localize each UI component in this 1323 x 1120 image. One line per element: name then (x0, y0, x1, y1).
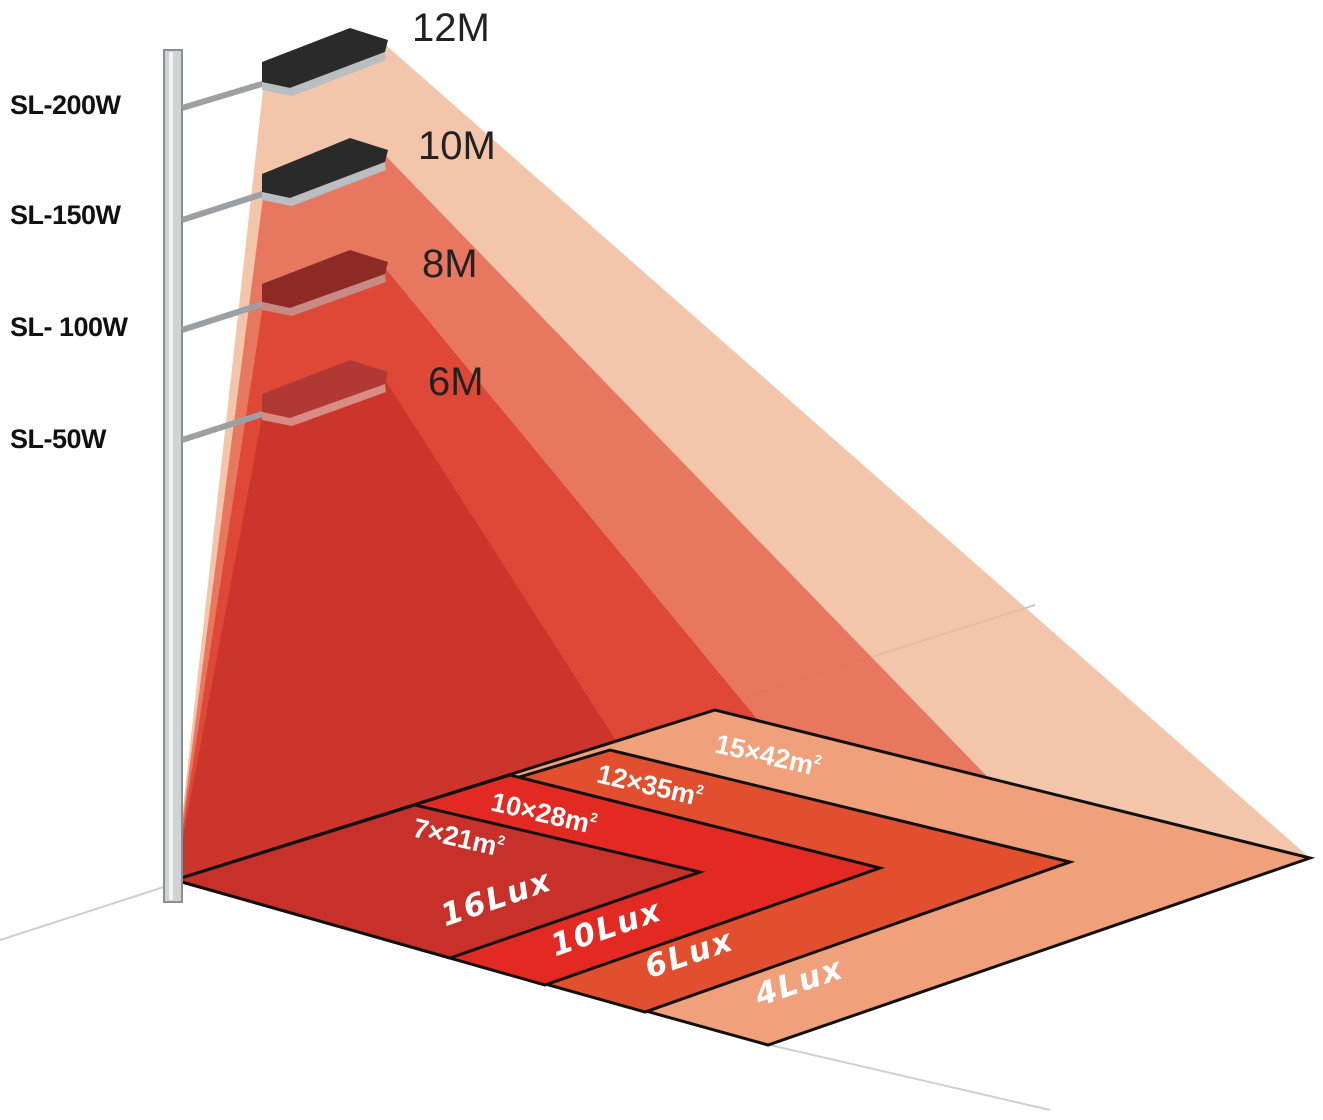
height-label-8m: 8M (422, 242, 478, 286)
ground-area-16lux (169, 803, 706, 960)
model-label-sl-150w: SL-150W (10, 200, 121, 230)
model-label-sl-100w: SL- 100W (10, 312, 128, 342)
lamp-head-sl-150w (262, 138, 388, 206)
model-label-sl-50w: SL-50W (10, 424, 107, 454)
lamp-arm-sl-200w (181, 77, 276, 111)
lamp-head-sl-100w (262, 250, 388, 316)
height-label-12m: 12M (412, 6, 490, 50)
model-label-sl-200w: SL-200W (10, 90, 121, 120)
height-label-10m: 10M (418, 124, 496, 168)
lamp-head-sl-200w (262, 28, 388, 96)
height-label-6m: 6M (428, 360, 484, 404)
ground-line-left (0, 884, 171, 941)
lamp-arm-sl-100w (181, 297, 276, 333)
cone-sl-50w (175, 372, 700, 880)
pole-highlight (169, 52, 173, 900)
ground-line-right (769, 1044, 1051, 1111)
lamp-arm-sl-150w (181, 187, 276, 223)
lamp-head-sl-50w (262, 360, 388, 426)
lamp-arm-sl-50w (181, 407, 276, 443)
